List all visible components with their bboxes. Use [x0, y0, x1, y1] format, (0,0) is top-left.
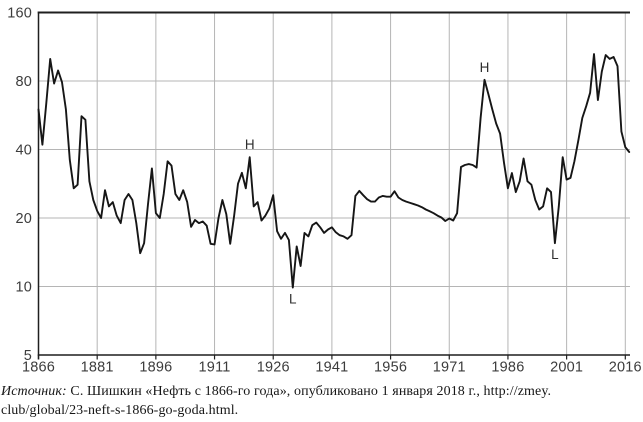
source-label: Источник: — [1, 384, 67, 399]
y-tick-label: 80 — [15, 74, 32, 90]
source-line2: club/global/23-neft-s-1866-go-goda.html. — [1, 402, 239, 418]
high-annotation: H — [480, 60, 490, 75]
y-tick-label: 160 — [7, 6, 32, 22]
x-tick-label: 1941 — [315, 360, 348, 376]
source-caption: Источник: С. Шишкин «Нефть с 1866-го год… — [1, 383, 642, 420]
x-tick-label: 2001 — [550, 360, 583, 376]
oil-price-chart: 1866 1881 1896 1911 1926 1941 1956 1971 1986 2001… — [7, 6, 642, 376]
x-tick-label: 1956 — [374, 360, 407, 376]
low-annotation: L — [551, 247, 559, 262]
source-line1: С. Шишкин «Нефть с 1866-го года», опубли… — [66, 384, 552, 399]
x-tick-label: 1911 — [199, 360, 231, 376]
y-tick-label: 20 — [15, 211, 32, 227]
x-tick-label: 1896 — [139, 360, 172, 376]
low-annotation: L — [289, 291, 297, 306]
y-tick-label: 10 — [15, 280, 32, 296]
y-tick-label: 40 — [15, 143, 32, 159]
x-tick-label: 1866 — [22, 360, 55, 376]
high-annotation: H — [245, 137, 255, 152]
price-line — [37, 53, 631, 289]
x-tick-label: 2016 — [609, 360, 642, 376]
x-tick-label: 1971 — [433, 360, 466, 376]
x-tick-label: 1926 — [257, 360, 290, 376]
x-tick-label: 1986 — [491, 360, 524, 376]
x-tick-label: 1881 — [81, 360, 114, 376]
y-tick-label: 5 — [24, 348, 32, 364]
